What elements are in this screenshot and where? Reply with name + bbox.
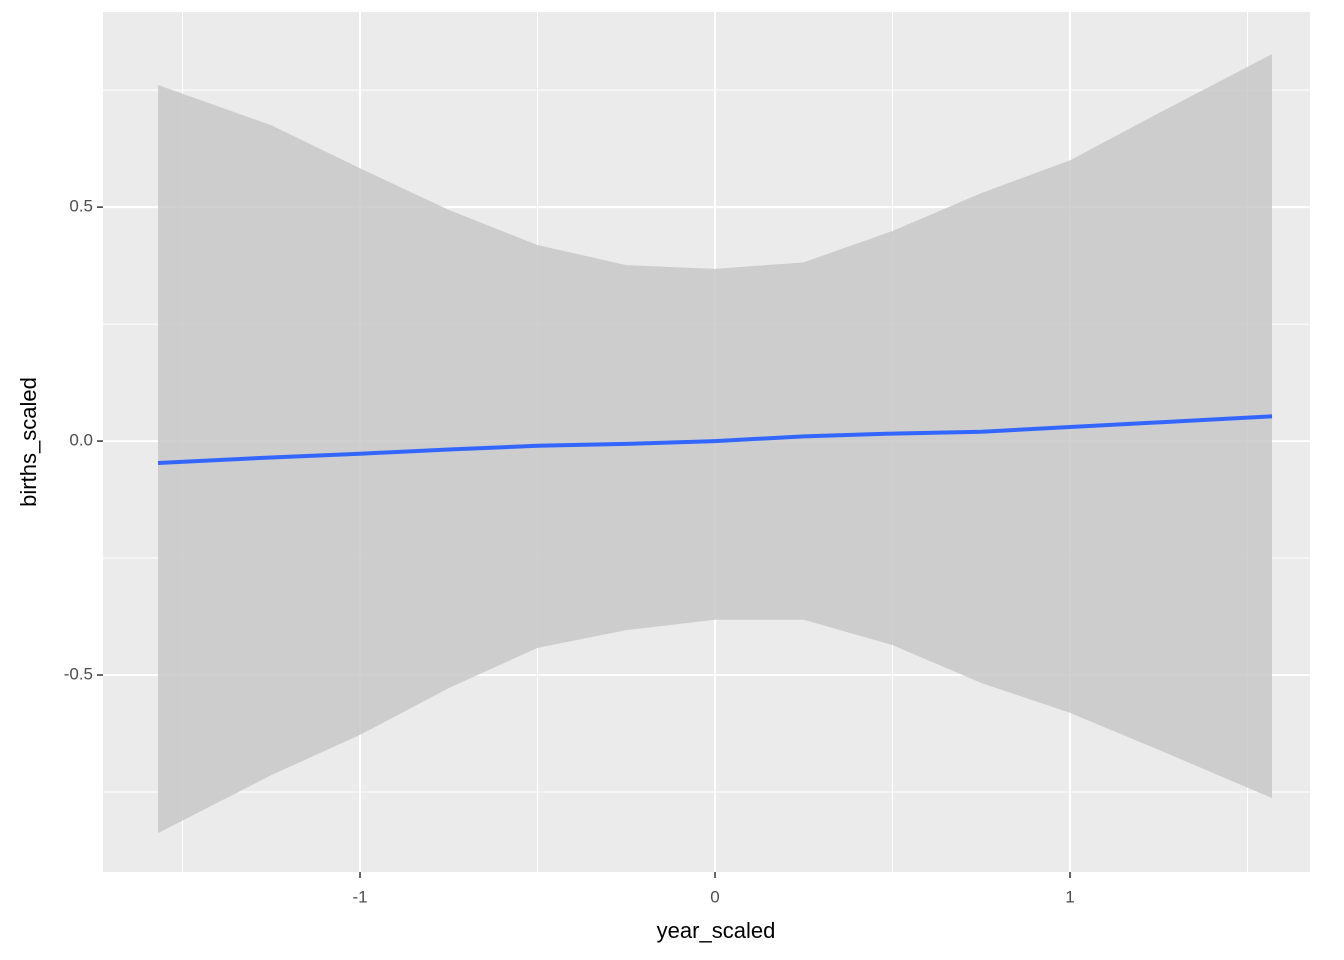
y-tick-label: -0.5 [64, 664, 93, 683]
y-tick-label: 0.5 [69, 197, 93, 216]
fit-line [157, 414, 1273, 466]
confidence-ribbon [158, 54, 1273, 834]
x-tick-label: -1 [352, 887, 367, 906]
y-axis-title: births_scaled [16, 377, 41, 507]
x-tick-label: 0 [710, 887, 719, 906]
y-tick-label: 0.0 [69, 431, 93, 450]
x-tick-label: 1 [1065, 887, 1074, 906]
x-axis-title: year_scaled [657, 918, 776, 943]
